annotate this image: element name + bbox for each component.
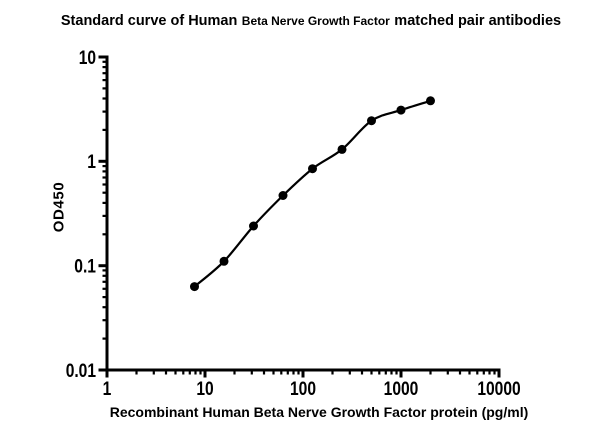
x-tick-label: 100: [290, 379, 316, 400]
data-point: [278, 191, 288, 200]
y-tick-label: 0.01: [66, 361, 97, 382]
y-tick-label: 0.1: [74, 257, 96, 278]
data-point: [190, 282, 199, 292]
x-tick-label: 1000: [384, 379, 419, 400]
x-tick-label: 1: [103, 379, 112, 400]
x-axis-title: Recombinant Human Beta Nerve Growth Fact…: [109, 404, 529, 420]
title-part-2: Beta Nerve Growth Factor: [241, 14, 390, 28]
title-part-3: matched pair antibodies: [394, 13, 562, 29]
chart-title: Standard curve of Human Beta Nerve Growt…: [0, 12, 610, 30]
data-point: [396, 105, 406, 115]
data-point: [337, 144, 347, 154]
y-tick-label: 1: [87, 152, 96, 173]
data-point: [249, 221, 258, 231]
data-point: [426, 96, 435, 106]
x-tick-label: 10: [196, 379, 213, 400]
y-tick-label: 10: [79, 48, 96, 69]
title-part-1: Standard curve of Human: [60, 13, 238, 29]
standard-curve-line: [193, 99, 432, 288]
data-point: [367, 116, 376, 126]
x-tick-label: 10000: [477, 379, 520, 400]
data-point: [219, 256, 229, 266]
y-axis-title: OD450: [50, 181, 68, 233]
data-point: [308, 164, 317, 174]
